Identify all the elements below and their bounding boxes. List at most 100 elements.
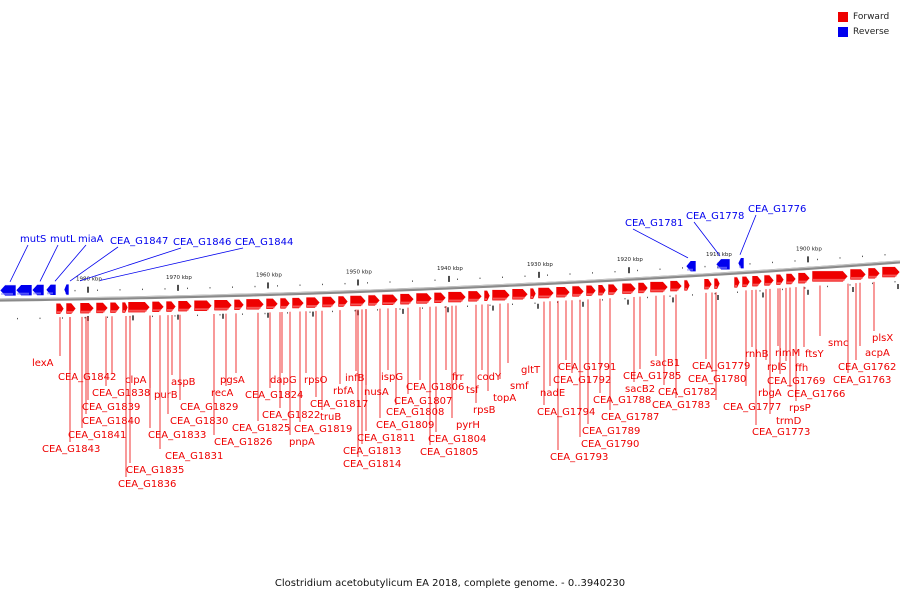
forward-gene-label[interactable]: CEA_G1809 [376,420,434,431]
forward-gene-label[interactable]: purB [154,390,178,401]
reverse-leader [79,247,182,282]
forward-gene-label[interactable]: CEA_G1777 [723,402,781,413]
forward-gene-label[interactable]: rimM [775,348,800,359]
forward-gene-label[interactable]: pyrH [456,420,480,431]
reverse-gene-label[interactable]: CEA_G1776 [748,204,806,215]
tick-label: 1960 kbp [256,272,282,278]
forward-gene-label[interactable]: pnpA [289,437,315,448]
reverse-gene-label[interactable]: mutS [20,234,46,245]
reverse-gene-label[interactable]: miaA [78,234,104,245]
forward-gene-label[interactable]: CEA_G1790 [581,439,639,450]
forward-gene-label[interactable]: trmD [776,416,802,427]
forward-gene-label[interactable]: sacB1 [650,358,680,369]
forward-gene-label[interactable]: ftsY [805,349,824,360]
forward-gene-label[interactable]: CEA_G1839 [82,402,140,413]
forward-gene-label[interactable]: rbgA [758,388,782,399]
forward-gene-label[interactable]: tsf [466,385,479,396]
reverse-gene-label[interactable]: CEA_G1778 [686,211,744,222]
forward-gene-label[interactable]: CEA_G1766 [787,389,845,400]
forward-gene-label[interactable]: ffh [795,363,808,374]
forward-gene-label[interactable]: CEA_G1836 [118,479,176,490]
forward-gene-label[interactable]: CEA_G1762 [838,362,896,373]
forward-gene-label[interactable]: CEA_G1826 [214,437,272,448]
forward-gene-label[interactable]: CEA_G1838 [92,388,150,399]
gene-shadow [307,305,317,308]
forward-gene-label[interactable]: truB [320,412,341,423]
forward-gene-label[interactable]: CEA_G1817 [310,399,368,410]
forward-gene-label[interactable]: dapG [270,375,297,386]
forward-gene-label[interactable]: pgsA [220,375,245,386]
forward-gene-label[interactable]: clpA [125,375,147,386]
forward-gene-label[interactable]: CEA_G1813 [343,446,401,457]
forward-gene-label[interactable]: codY [477,372,502,383]
forward-gene-label[interactable]: rpsO [304,375,328,386]
forward-gene-label[interactable]: CEA_G1819 [294,424,352,435]
forward-gene-label[interactable]: ispG [381,372,403,383]
minor-tick-lower [17,317,18,320]
gene-shadow [735,284,737,287]
forward-gene-label[interactable]: CEA_G1788 [593,395,651,406]
forward-gene-label[interactable]: gltT [521,365,541,376]
forward-gene-label[interactable]: rplS [767,362,787,373]
forward-gene-label[interactable]: CEA_G1794 [537,407,595,418]
forward-gene-label[interactable]: smc [828,338,848,349]
forward-gene-label[interactable]: CEA_G1779 [692,361,750,372]
forward-gene-label[interactable]: CEA_G1773 [752,427,810,438]
forward-gene-label[interactable]: CEA_G1805 [420,447,478,458]
forward-gene-label[interactable]: sacB2 [625,384,655,395]
forward-gene-label[interactable]: aspB [171,377,196,388]
forward-gene-label[interactable]: CEA_G1824 [245,390,303,401]
forward-gene-label[interactable]: CEA_G1842 [58,372,116,383]
forward-gene-label[interactable]: rbfA [333,386,354,397]
forward-gene-label[interactable]: acpA [865,348,890,359]
forward-gene-label[interactable]: CEA_G1763 [833,375,891,386]
forward-gene-label[interactable]: CEA_G1829 [180,402,238,413]
forward-gene-label[interactable]: CEA_G1831 [165,451,223,462]
forward-gene-label[interactable]: CEA_G1783 [652,400,710,411]
forward-gene-label[interactable]: CEA_G1833 [148,430,206,441]
forward-gene-label[interactable]: rpsB [473,405,496,416]
forward-gene-label[interactable]: CEA_G1769 [767,376,825,387]
forward-gene-label[interactable]: CEA_G1825 [232,423,290,434]
forward-gene-label[interactable]: rnhB [745,349,769,360]
forward-gene-label[interactable]: CEA_G1791 [558,362,616,373]
reverse-gene-label[interactable]: CEA_G1844 [235,237,293,248]
forward-gene-label[interactable]: CEA_G1822 [262,410,320,421]
forward-gene-label[interactable]: CEA_G1787 [601,412,659,423]
forward-gene-label[interactable]: CEA_G1808 [386,407,444,418]
forward-gene-label[interactable]: nadE [540,388,565,399]
forward-gene-label[interactable]: topA [493,393,516,404]
tick-label: 1940 kbp [437,266,463,272]
forward-gene-label[interactable]: smf [510,381,529,392]
forward-gene-label[interactable]: CEA_G1806 [406,382,464,393]
reverse-gene-label[interactable]: CEA_G1847 [110,236,168,247]
forward-gene-label[interactable]: CEA_G1785 [623,371,681,382]
forward-gene-label[interactable]: CEA_G1841 [68,430,126,441]
reverse-gene-label[interactable]: CEA_G1781 [625,218,683,229]
forward-gene-label[interactable]: CEA_G1792 [553,375,611,386]
forward-gene-label[interactable]: plsX [872,333,893,344]
forward-gene-label[interactable]: rpsP [789,403,811,414]
forward-gene-label[interactable]: frr [452,372,464,383]
reverse-gene-label[interactable]: mutL [50,234,76,245]
forward-gene-label[interactable]: CEA_G1840 [82,416,140,427]
forward-gene-label[interactable]: CEA_G1789 [582,426,640,437]
forward-gene-label[interactable]: infB [345,373,365,384]
forward-gene-label[interactable]: CEA_G1835 [126,465,184,476]
forward-gene-label[interactable]: CEA_G1814 [343,459,401,470]
forward-gene-label[interactable]: CEA_G1811 [357,433,415,444]
forward-gene-label[interactable]: CEA_G1807 [394,396,452,407]
forward-gene-label[interactable]: CEA_G1780 [688,374,746,385]
reverse-gene-label[interactable]: CEA_G1846 [173,237,231,248]
forward-gene-label[interactable]: CEA_G1830 [170,416,228,427]
forward-gene-label[interactable]: recA [211,388,234,399]
gene-shadow [687,268,693,271]
forward-gene-label[interactable]: nusA [364,387,389,398]
forward-gene-label[interactable]: lexA [32,358,54,369]
forward-gene-label[interactable]: CEA_G1782 [658,387,716,398]
forward-gene-label[interactable]: CEA_G1793 [550,452,608,463]
forward-gene-label[interactable]: CEA_G1804 [428,434,486,445]
reverse-gene-arrow[interactable] [63,283,70,296]
forward-gene-label[interactable]: CEA_G1843 [42,444,100,455]
